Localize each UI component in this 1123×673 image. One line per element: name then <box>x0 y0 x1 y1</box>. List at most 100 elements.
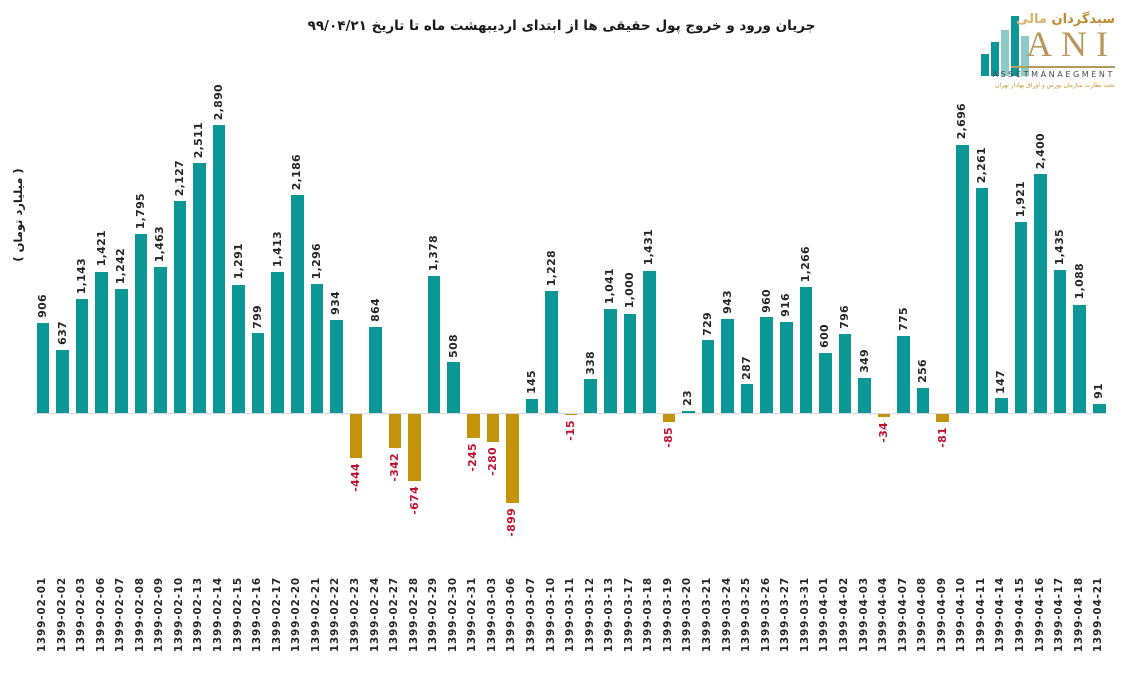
x-axis-tick-label: 1399-04-03 <box>857 577 870 653</box>
positive-bar <box>799 287 813 413</box>
positive-bar <box>427 275 441 413</box>
bar-value-label: 1,921 <box>1014 180 1027 217</box>
bar-value-label: -15 <box>564 420 578 442</box>
bar-value-label: -34 <box>877 422 891 444</box>
positive-bar <box>95 271 108 413</box>
positive-bar <box>956 144 969 413</box>
x-axis-tick-label: 1399-03-06 <box>505 577 518 653</box>
bar-value-label: 960 <box>759 288 773 313</box>
x-axis-tick-label: 1399-04-02 <box>837 577 850 653</box>
positive-bar <box>134 234 148 413</box>
bar-value-label: 2,127 <box>172 160 186 197</box>
positive-bar <box>838 333 852 413</box>
x-axis-tick-label: 1399-02-27 <box>388 577 401 653</box>
logo-building-bar <box>981 54 989 76</box>
bar-value-label: 147 <box>994 369 1008 394</box>
positive-bar <box>36 322 50 413</box>
positive-bar <box>643 270 656 413</box>
bar-value-label: 1,378 <box>427 234 441 271</box>
logo-brand-name: ANI <box>1026 24 1117 64</box>
bar-value-label: 796 <box>837 304 851 329</box>
bar-value-label: -81 <box>935 427 949 448</box>
x-axis-tick-label: 1399-02-02 <box>55 577 68 653</box>
logo-brand-farsi: سبدگردان مالی <box>1016 12 1115 27</box>
x-axis-tick-label: 1399-04-11 <box>974 577 987 653</box>
bar-value-label: 943 <box>720 290 734 315</box>
positive-bar <box>721 319 734 413</box>
bar-value-label: 1,143 <box>75 257 89 295</box>
company-logo: سبدگردان مالی ANI ASSETMANAEGMENT تحت نظ… <box>977 6 1119 96</box>
positive-bar <box>56 349 69 413</box>
negative-bar <box>662 414 676 423</box>
logo-building-bar <box>991 42 999 76</box>
positive-bar <box>271 272 284 413</box>
bar-value-label: 338 <box>583 350 597 375</box>
x-axis-tick-label: 1399-04-09 <box>935 577 948 653</box>
bar-value-label: 2,400 <box>1033 132 1047 170</box>
x-axis-tick-label: 1399-02-07 <box>114 577 127 653</box>
x-axis-tick-label: 1399-04-04 <box>877 577 890 653</box>
x-axis-tick-label: 1399-03-26 <box>759 577 772 653</box>
positive-bar <box>525 398 539 413</box>
positive-bar <box>330 320 343 413</box>
positive-bar <box>897 335 910 413</box>
positive-bar <box>212 125 226 413</box>
x-axis-tick-label: 1399-03-17 <box>622 577 635 653</box>
chart-title: جریان ورود و خروج پول حقیقی ها از ابتدای… <box>307 18 816 34</box>
bar-value-label: -342 <box>388 453 402 482</box>
bar-value-label: 287 <box>740 355 754 380</box>
bar-value-label: 1,088 <box>1072 263 1086 300</box>
x-axis-tick-label: 1399-02-29 <box>427 577 440 653</box>
x-axis-tick-label: 1399-04-10 <box>955 577 968 653</box>
logo-brand-farsi-word2: مالی <box>1016 12 1047 27</box>
x-axis-tick-label: 1399-04-14 <box>994 577 1007 653</box>
x-axis-tick-label: 1399-03-19 <box>661 577 674 653</box>
negative-bar <box>564 414 578 416</box>
bar-value-label: 1,041 <box>603 268 617 305</box>
bar-value-label: 1,421 <box>94 230 108 267</box>
bar-value-label: 1,795 <box>133 193 147 230</box>
x-axis-tick-label: 1399-03-31 <box>798 577 811 653</box>
positive-bar <box>173 201 187 413</box>
bar-value-label: 2,186 <box>290 154 304 191</box>
x-axis-tick-label: 1399-04-08 <box>916 577 929 653</box>
bar-value-label: 256 <box>916 358 930 383</box>
x-axis-tick-label: 1399-02-28 <box>407 577 420 653</box>
bar-value-label: -899 <box>505 508 519 538</box>
bar-value-label: -85 <box>661 427 675 449</box>
x-axis-tick-label: 1399-02-13 <box>192 577 205 653</box>
x-axis-tick-label: 1399-02-06 <box>94 577 107 653</box>
bar-value-label: 916 <box>779 292 793 317</box>
x-axis-tick-label: 1399-03-27 <box>779 577 792 653</box>
logo-building-bar <box>1011 16 1019 76</box>
positive-bar <box>1092 403 1106 413</box>
x-axis-tick-label: 1399-02-15 <box>231 577 244 653</box>
positive-bar <box>916 387 930 413</box>
positive-bar <box>232 284 245 413</box>
positive-bar <box>584 379 597 413</box>
x-axis-tick-label: 1399-03-25 <box>740 577 753 653</box>
x-axis-tick-label: 1399-03-11 <box>564 577 577 653</box>
x-axis-tick-label: 1399-02-17 <box>270 577 283 653</box>
positive-bar <box>369 327 382 413</box>
negative-bar <box>506 414 519 504</box>
bar-value-label: 1,000 <box>622 272 636 309</box>
bar-value-label: 2,890 <box>212 84 226 121</box>
bar-value-label: -245 <box>466 443 480 473</box>
x-axis-tick-label: 1399-04-01 <box>818 577 831 653</box>
x-axis-tick-label: 1399-04-18 <box>1072 577 1085 653</box>
x-axis-tick-label: 1399-02-22 <box>329 577 342 653</box>
bar-value-label: 637 <box>55 320 69 345</box>
x-axis-tick-label: 1399-02-21 <box>309 577 322 653</box>
x-axis-tick-label: 1399-02-16 <box>251 577 264 653</box>
negative-bar <box>349 414 363 459</box>
x-axis-tick-label: 1399-02-01 <box>36 577 48 653</box>
logo-building-bar <box>1001 30 1009 76</box>
x-axis-tick-label: 1399-02-09 <box>153 577 166 653</box>
positive-bar <box>447 362 461 413</box>
x-axis-tick-label: 1399-04-15 <box>1014 577 1026 653</box>
bar-value-label: 775 <box>896 307 910 331</box>
positive-bar <box>740 384 754 413</box>
positive-bar <box>545 290 558 413</box>
bar-value-label: 2,511 <box>192 121 206 159</box>
